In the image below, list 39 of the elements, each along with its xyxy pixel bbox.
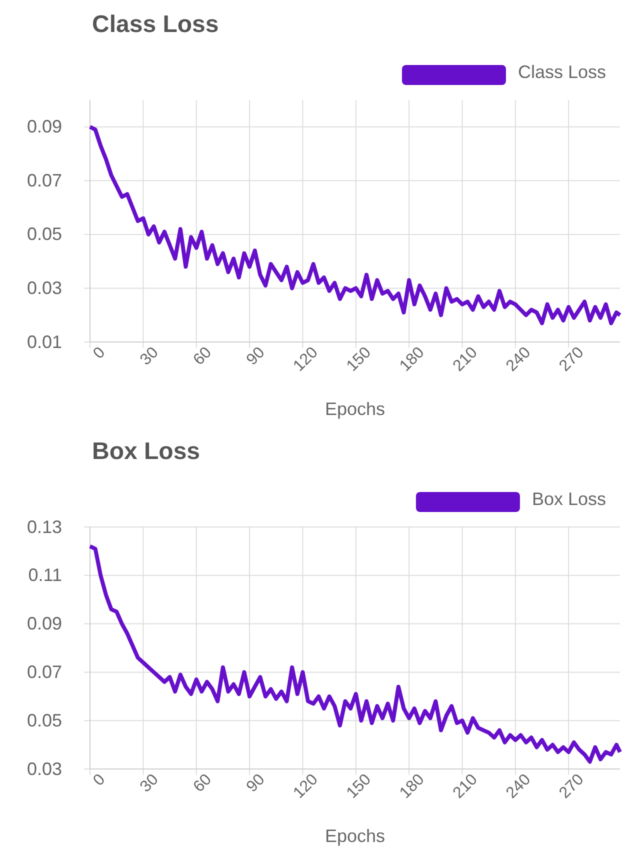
x-tick-label: 0: [90, 344, 109, 362]
x-tick-label: 150: [344, 771, 375, 802]
text: Class Loss: [518, 62, 606, 82]
x-tick-label: 270: [556, 771, 588, 802]
x-tick-label: 0: [90, 771, 109, 790]
y-tick-label: 0.07: [26, 170, 62, 190]
chart-title: Box Loss: [92, 438, 200, 465]
y-tick-label: 0.09: [26, 116, 62, 137]
x-tick-label: 30: [137, 344, 162, 369]
x-tick-label: 150: [344, 344, 375, 376]
y-tick-label: 0.07: [26, 662, 62, 682]
y-tick-label: 0.01: [26, 332, 62, 352]
x-tick-label: 60: [190, 344, 216, 369]
chart-title: Class Loss: [92, 11, 219, 38]
x-tick-label: 240: [503, 771, 534, 802]
x-tick-label: 60: [190, 771, 216, 796]
x-tick-label: 240: [503, 344, 534, 376]
x-tick-label: 180: [396, 344, 428, 376]
x-tick-label: 180: [396, 771, 428, 802]
x-tick-label: 90: [244, 344, 268, 369]
x-axis-title: Epochs: [324, 399, 386, 419]
text: Box Loss: [532, 489, 606, 509]
x-tick-label: 210: [450, 771, 481, 802]
x-tick-label: 120: [290, 771, 322, 802]
y-tick-label: 0.13: [26, 516, 62, 537]
y-tick-label: 0.03: [26, 278, 62, 298]
y-tick-label: 0.11: [28, 565, 62, 586]
x-tick-label: 120: [290, 344, 322, 376]
line-series: [88, 124, 622, 326]
x-axis-title: Epochs: [324, 826, 386, 846]
y-tick-label: 0.03: [26, 758, 62, 779]
x-tick-label: 210: [450, 344, 481, 376]
y-tick-label: 0.05: [26, 224, 62, 244]
x-tick-label: 270: [556, 344, 588, 376]
x-tick-label: 90: [244, 771, 268, 796]
line-series: [88, 544, 622, 764]
x-tick-label: 30: [137, 771, 162, 796]
y-tick-label: 0.05: [26, 710, 62, 730]
y-tick-label: 0.09: [26, 614, 62, 634]
